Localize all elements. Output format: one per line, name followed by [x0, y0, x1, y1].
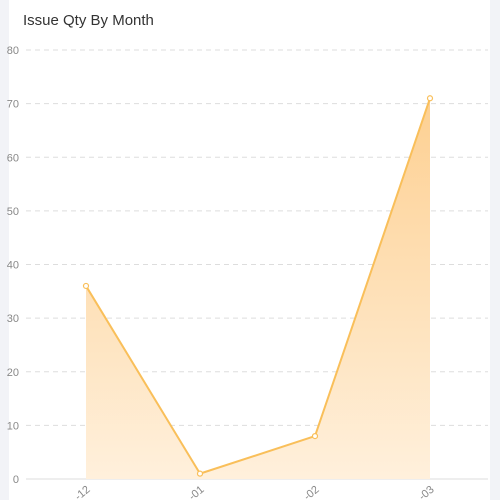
y-tick-label: 30 — [7, 313, 19, 325]
x-tick-label: -01 — [187, 484, 207, 500]
y-tick-label: 40 — [7, 260, 19, 272]
x-tick-label: -12 — [73, 484, 93, 500]
y-tick-label: 80 — [7, 45, 19, 57]
series-polyline — [85, 97, 431, 475]
chart-title: Issue Qty By Month — [23, 12, 154, 29]
right-panel-edge — [490, 0, 500, 500]
x-tick-label: -02 — [302, 484, 322, 500]
data-point[interactable] — [426, 95, 434, 102]
y-tick-label: 60 — [7, 152, 19, 164]
y-tick-label: 70 — [7, 99, 19, 111]
y-tick-label: 50 — [7, 206, 19, 218]
series-line — [85, 97, 431, 475]
y-tick-label: 0 — [13, 474, 19, 486]
data-point[interactable] — [311, 433, 319, 440]
left-panel-edge — [0, 0, 9, 500]
y-axis-ticks: 0 10 20 30 40 50 60 70 80 — [7, 45, 19, 486]
data-point[interactable] — [196, 470, 204, 477]
area-fill — [86, 98, 430, 479]
y-tick-label: 20 — [7, 367, 19, 379]
x-tick-label: -03 — [417, 484, 437, 500]
y-tick-label: 10 — [7, 420, 19, 432]
series-points — [82, 95, 434, 477]
series-area — [86, 98, 430, 479]
x-axis-ticks: -12 -01 -02 -03 — [73, 484, 437, 500]
data-point[interactable] — [82, 282, 90, 290]
